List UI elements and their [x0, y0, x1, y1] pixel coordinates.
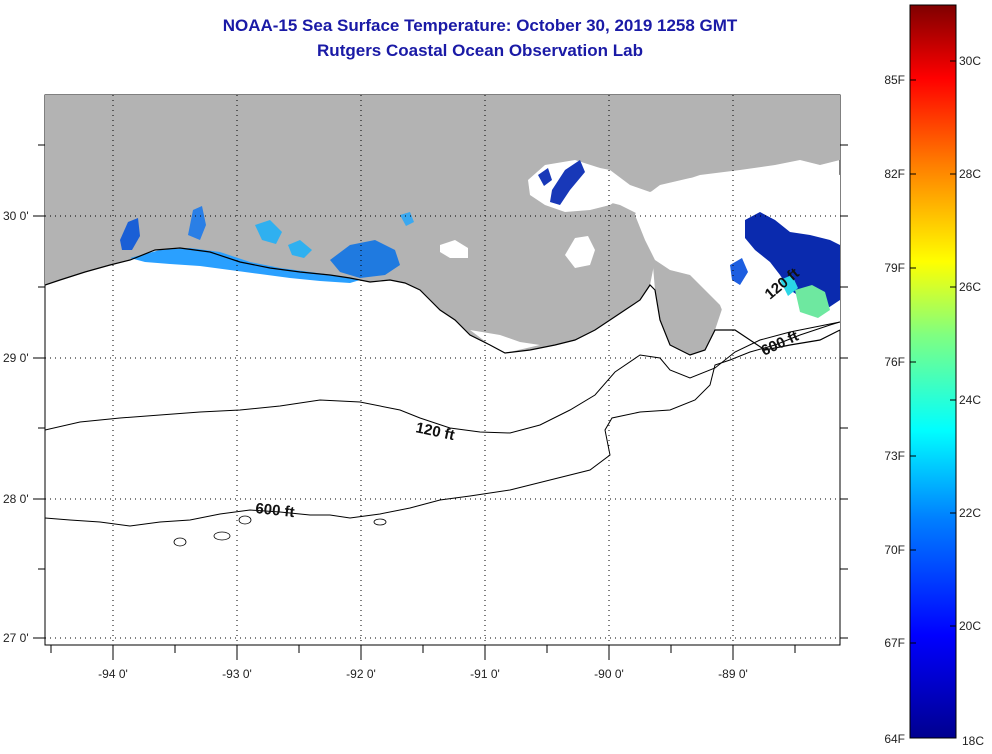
sst-east-dark — [745, 212, 840, 310]
colorbar-f-label: 82F — [884, 167, 905, 181]
sst-lake-west — [120, 218, 140, 250]
sst-east-blue — [730, 258, 748, 285]
lon-label: -91 0' — [470, 667, 500, 681]
sst-bay-central — [330, 240, 400, 278]
sst-coastal-band — [130, 248, 360, 283]
lon-label: -93 0' — [222, 667, 252, 681]
lon-label: -89 0' — [718, 667, 748, 681]
cloud-coast — [470, 330, 540, 353]
contour-island — [238, 515, 252, 525]
contour-island — [173, 537, 187, 547]
sst-lake-ne-2 — [538, 168, 552, 186]
map-title: NOAA-15 Sea Surface Temperature: October… — [222, 16, 738, 35]
colorbar-c-label: 26C — [959, 280, 981, 294]
lon-label: -94 0' — [98, 667, 128, 681]
land-mass — [45, 95, 840, 353]
x-axis-ticks — [50, 645, 796, 660]
colorbar-c-label: 30C — [959, 54, 981, 68]
coastline — [45, 247, 840, 356]
contour-label-600ft: 600 ft — [255, 500, 296, 521]
colorbar — [909, 4, 957, 739]
lat-label: 30 0' — [3, 209, 29, 223]
colorbar-f-label: 73F — [884, 449, 905, 463]
y-axis-ticks — [33, 144, 848, 639]
cloud-east — [635, 165, 840, 350]
colorbar-f-label: 64F — [884, 732, 905, 746]
colorbar-c-label: 20C — [959, 619, 981, 633]
lon-label: -90 0' — [594, 667, 624, 681]
sst-east-green — [795, 285, 830, 318]
cloud-central — [565, 236, 595, 268]
colorbar-f-label: 70F — [884, 543, 905, 557]
colorbar-f-label: 85F — [884, 73, 905, 87]
colorbar-ticks — [910, 60, 956, 644]
colorbar-c-label: 28C — [959, 167, 981, 181]
sst-east-cyan — [780, 275, 798, 296]
colorbar-f-label: 67F — [884, 636, 905, 650]
map-subtitle: Rutgers Coastal Ocean Observation Lab — [317, 41, 643, 60]
contour-island — [373, 518, 387, 526]
contour-600ft — [45, 321, 840, 527]
colorbar-c-label: 24C — [959, 393, 981, 407]
sst-lake-ne — [550, 160, 585, 205]
colorbar-c-label: 18C — [962, 734, 984, 748]
sst-lake-4 — [288, 240, 312, 258]
sst-lake-3 — [255, 220, 282, 244]
lat-label: 29 0' — [3, 351, 29, 365]
colorbar-f-label: 76F — [884, 355, 905, 369]
contour-island — [213, 531, 231, 541]
cloud-small — [440, 240, 468, 258]
sst-lake-2 — [188, 206, 206, 240]
graticule — [45, 95, 840, 645]
colorbar-f-label: 79F — [884, 261, 905, 275]
lat-label: 27 0' — [3, 631, 29, 645]
colorbar-c-label: 22C — [959, 506, 981, 520]
contour-120ft — [45, 321, 840, 434]
lon-label: -92 0' — [346, 667, 376, 681]
lat-label: 28 0' — [3, 492, 29, 506]
